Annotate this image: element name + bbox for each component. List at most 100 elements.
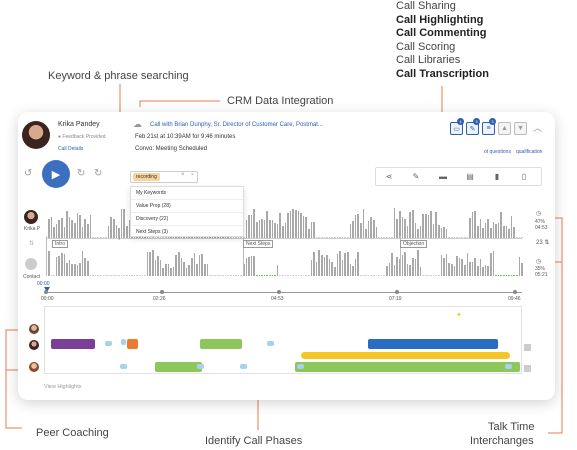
list-icon: ≡ xyxy=(486,125,491,132)
waveform-bar xyxy=(393,265,396,276)
waveform-bar xyxy=(321,255,323,276)
phase-objection[interactable]: Objection xyxy=(400,240,428,248)
swap-icon[interactable]: ⇅ xyxy=(29,241,35,247)
waveform-bar xyxy=(310,260,313,276)
comment-marker[interactable] xyxy=(505,364,512,369)
chevron-down-icon[interactable]: ⌄ xyxy=(190,171,196,177)
phase-intro[interactable]: Intro xyxy=(52,240,69,248)
document-icon[interactable]: ▯ xyxy=(521,172,527,181)
comment-marker[interactable] xyxy=(297,364,304,369)
waveform-bar xyxy=(232,275,235,276)
waveform-bar xyxy=(495,275,497,276)
waveform-bar xyxy=(279,213,281,238)
waveform-bar xyxy=(479,258,482,276)
waveform-bar xyxy=(162,237,164,238)
forward-icon[interactable]: ↻ xyxy=(77,168,86,179)
feedback-label: Feedback Provided xyxy=(62,134,106,140)
waveform-bar xyxy=(419,225,422,238)
highlight-segment[interactable] xyxy=(155,362,202,372)
waveform-bar xyxy=(349,224,352,238)
waveform-bar xyxy=(123,275,125,276)
waveform-bar xyxy=(297,210,300,238)
contact-waveform[interactable] xyxy=(48,248,523,276)
coach-avatar xyxy=(29,324,39,334)
play-button[interactable]: ▶ xyxy=(42,160,70,188)
rep-waveform[interactable] xyxy=(48,204,523,238)
waveform-bar xyxy=(224,275,227,276)
waveform-bar xyxy=(315,237,318,238)
lane-handle[interactable] xyxy=(524,344,531,351)
rewind-icon[interactable]: ↺ xyxy=(24,168,33,179)
waveform-bar xyxy=(269,219,271,238)
waveform-bar xyxy=(211,275,214,276)
waveform-bar xyxy=(406,226,409,238)
thumbs-down-button[interactable]: ▼ xyxy=(514,122,527,135)
comment-marker[interactable] xyxy=(120,364,127,369)
keyword-option[interactable]: Discovery (22) xyxy=(131,212,243,225)
edit-button[interactable]: ✎ xyxy=(466,122,479,135)
tag-qualification[interactable]: qualification xyxy=(516,149,543,155)
waveform-bar xyxy=(118,275,120,276)
skip-icon[interactable]: ↻ xyxy=(94,168,103,179)
waveform-bar xyxy=(458,237,461,238)
callout-keyword-search: Keyword & phrase searching xyxy=(48,70,189,82)
tag-questions[interactable]: ot questions xyxy=(484,149,511,155)
highlight-segment[interactable] xyxy=(295,362,520,372)
share-icon[interactable]: ⋖ xyxy=(385,172,393,181)
waveform-bar xyxy=(159,259,162,276)
timeline-track[interactable] xyxy=(46,292,522,293)
star-icon[interactable]: ✦ xyxy=(456,312,462,319)
call-title-link[interactable]: Call with Brian Dunphy, Sr. Director of … xyxy=(150,122,323,128)
waveform-bar xyxy=(430,210,432,238)
waveform-bar xyxy=(219,275,222,276)
waveform-bar xyxy=(388,237,391,238)
keyword-option[interactable]: Value Prop (28) xyxy=(131,199,243,212)
comment-marker[interactable] xyxy=(105,341,112,346)
list-icon[interactable]: ▤ xyxy=(466,172,474,181)
waveform-bar xyxy=(391,252,393,276)
highlight-segment[interactable] xyxy=(200,339,242,349)
waveform-bar xyxy=(214,275,216,276)
waveform-bar xyxy=(500,275,502,276)
comment-button[interactable]: ▭ xyxy=(450,122,463,135)
waveform-bar xyxy=(414,258,417,276)
waveform-bar xyxy=(76,264,79,276)
phase-next-steps[interactable]: Next Steps xyxy=(243,240,274,248)
comment-marker[interactable] xyxy=(121,339,126,345)
highlight-segment[interactable] xyxy=(51,339,95,349)
pencil-icon[interactable]: ✎ xyxy=(412,172,420,181)
view-highlights-link[interactable]: View Highlights xyxy=(44,384,82,390)
comment-marker[interactable] xyxy=(240,364,247,369)
lane-handle[interactable] xyxy=(524,365,531,372)
waveform-bar xyxy=(344,253,346,276)
highlight-segment[interactable] xyxy=(301,352,510,359)
waveform-bar xyxy=(261,275,263,276)
waveform-bar xyxy=(490,227,492,238)
highlight-segment[interactable] xyxy=(368,339,498,349)
playhead[interactable] xyxy=(44,287,50,292)
notes-button[interactable]: ≡ xyxy=(482,122,495,135)
callout-peer-coaching: Peer Coaching xyxy=(36,427,109,439)
comment-marker[interactable] xyxy=(197,364,204,369)
waveform-bar xyxy=(183,261,185,276)
thumbs-up-button[interactable]: ▲ xyxy=(498,122,511,135)
bookmark-marker-icon[interactable]: ♪ xyxy=(118,236,121,242)
waveform-bar xyxy=(154,237,157,238)
keyword-search-input[interactable] xyxy=(130,171,198,183)
thumbs-down-icon: ▼ xyxy=(517,125,524,132)
keyword-option[interactable]: Next Steps (3) xyxy=(131,225,243,238)
waveform-bar xyxy=(250,256,253,276)
bookmark-icon[interactable]: ▮ xyxy=(494,172,500,181)
collapse-chevron-icon[interactable]: ︿ xyxy=(533,123,543,133)
clear-icon[interactable]: × xyxy=(181,172,185,178)
waveform-bar xyxy=(204,263,206,276)
call-details-link[interactable]: Call Details xyxy=(58,146,84,152)
comment-marker[interactable] xyxy=(267,341,274,346)
timeline-tick-label: 09:46 xyxy=(508,296,521,302)
comment-icon[interactable]: ▬ xyxy=(439,172,447,181)
waveform-bar xyxy=(128,219,131,238)
waveform-bar xyxy=(438,275,440,276)
keyword-chip[interactable]: recording xyxy=(133,173,160,181)
waveform-bar xyxy=(409,212,411,238)
highlight-segment[interactable] xyxy=(127,339,138,349)
